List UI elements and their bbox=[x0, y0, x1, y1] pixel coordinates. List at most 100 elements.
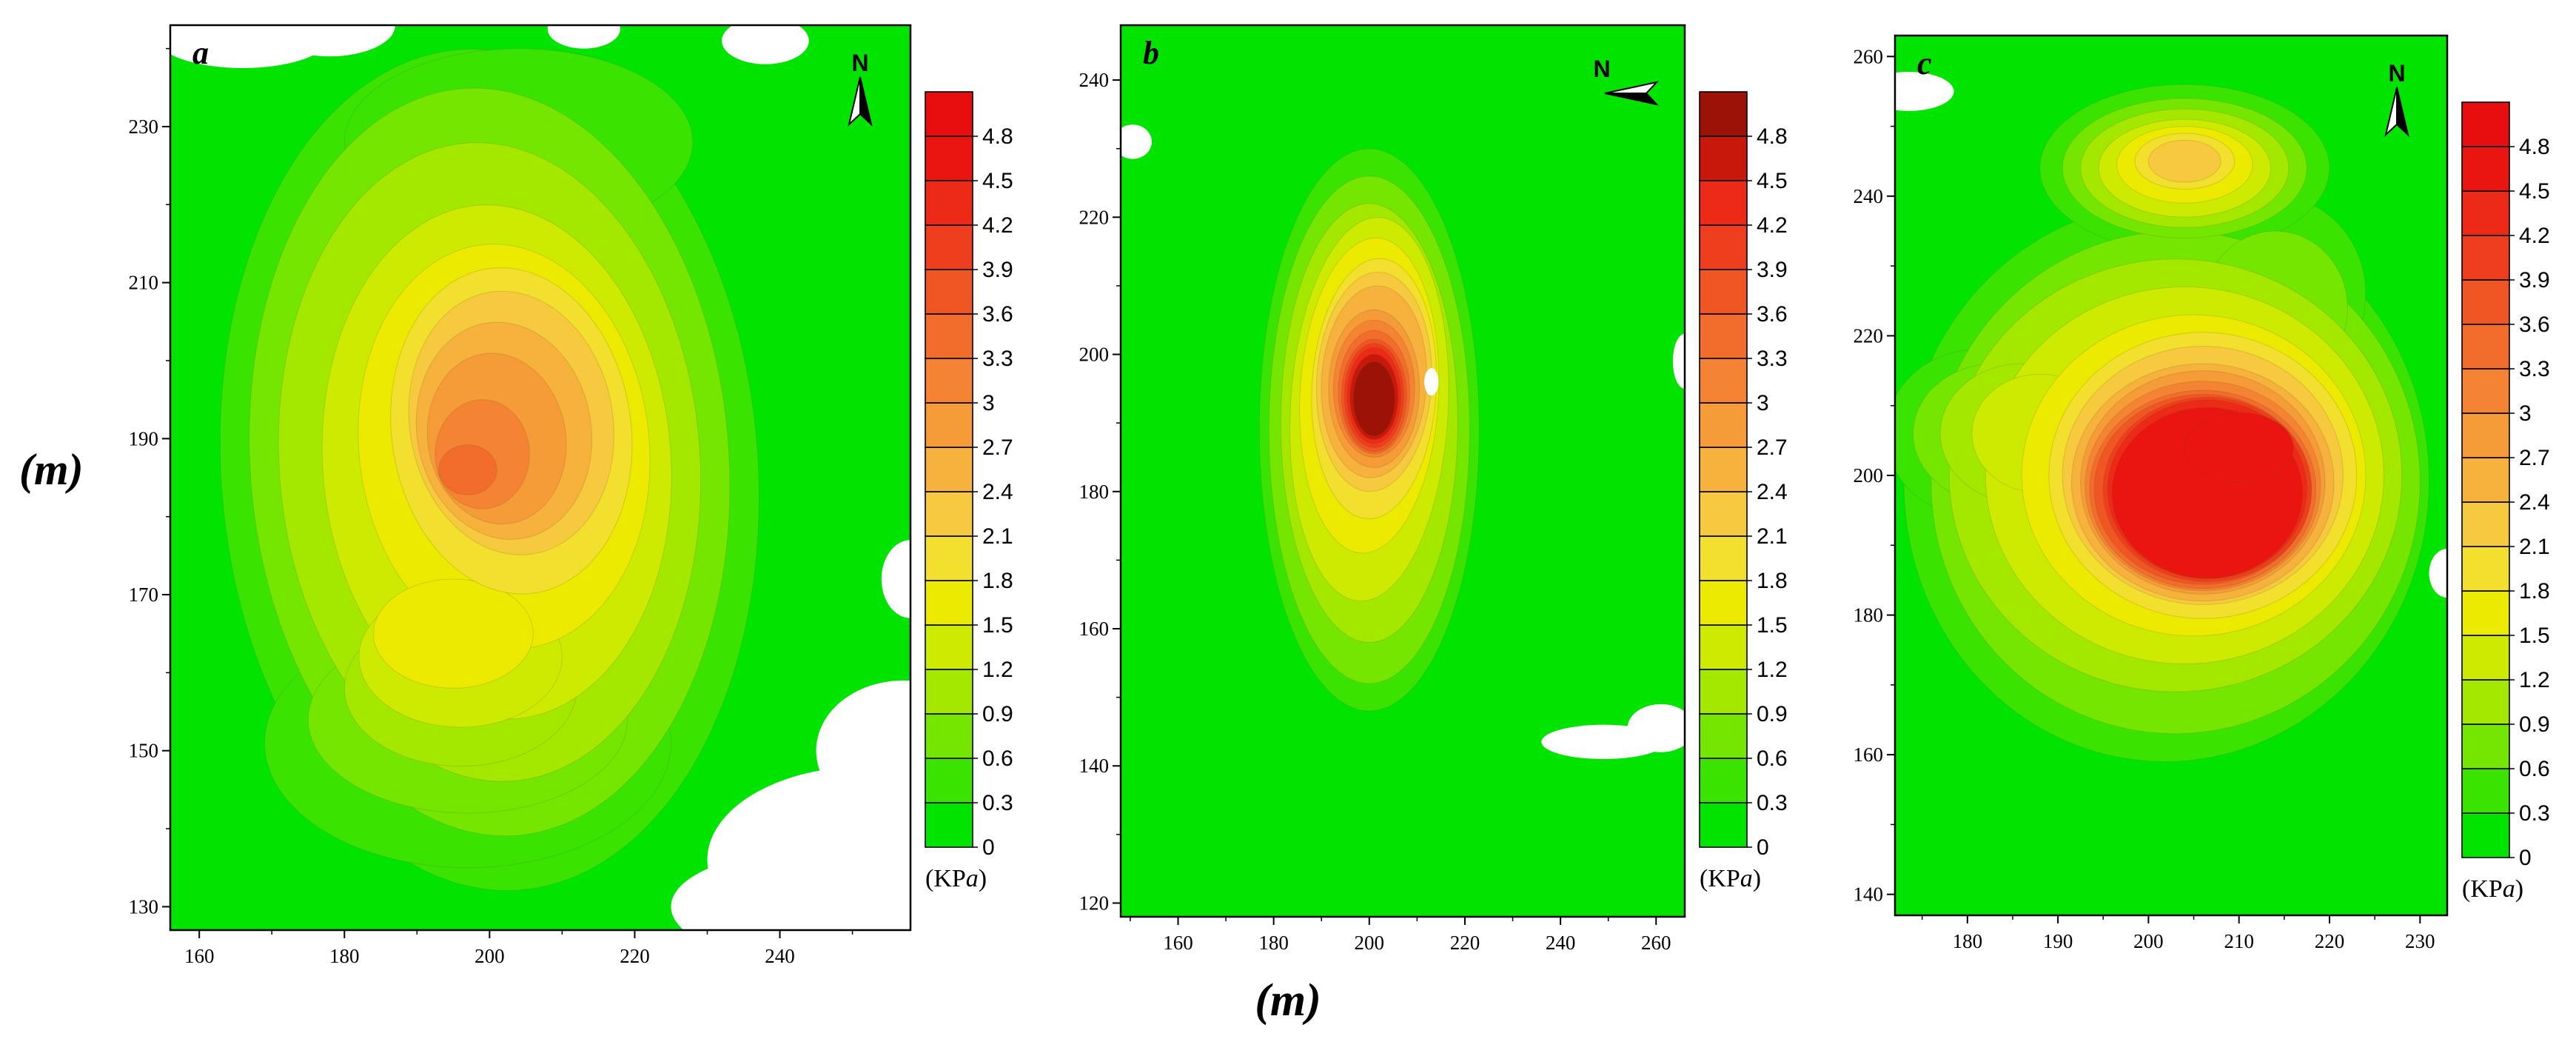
colorbar-tick-label: 0.6 bbox=[2519, 757, 2550, 781]
colorbar-a: 0 0.3 0.6 0.9 1.2 1.5 1.8 2.1 2.4 2.7 3 3.3 3.6 3.9 4.… bbox=[924, 90, 1050, 893]
colorbar-tick-label: 3.6 bbox=[1757, 302, 1788, 327]
y-tick-label: 180 bbox=[1079, 481, 1110, 503]
colorbar-cell bbox=[2461, 812, 2510, 858]
contour-plot-a: 160 180 200 220 240 130 150 170 190 210 230 a N bbox=[129, 24, 912, 967]
no-data-region bbox=[671, 852, 910, 930]
axes-ticks: 160 180 200 220 240 130 150 170 190 210 230 bbox=[129, 47, 853, 967]
x-tick-label: 180 bbox=[1258, 932, 1289, 954]
colorbar-tick-label: 1.2 bbox=[2519, 668, 2550, 692]
colorbar-tick-label: 3 bbox=[1757, 391, 1769, 415]
kpa-suffix: ) bbox=[2515, 875, 2524, 903]
colorbar-cell bbox=[925, 313, 973, 359]
colorbar-cell bbox=[2461, 279, 2510, 325]
colorbar-cell bbox=[925, 535, 973, 581]
colorbar-cell bbox=[1699, 713, 1748, 759]
colorbar-b: 0 0.3 0.6 0.9 1.2 1.5 1.8 2.1 2.4 2.7 3 3.3 3.6 3.9 4.… bbox=[1698, 90, 1824, 893]
north-arrow-icon: N bbox=[848, 50, 873, 127]
colorbar-scale-c: 0 0.3 0.6 0.9 1.2 1.5 1.8 2.1 2.4 2.7 3 3.3 3.6 3.9 4.… bbox=[2461, 101, 2550, 870]
colorbar-tick-label: 0.6 bbox=[982, 746, 1013, 771]
panel-label-c: c bbox=[1917, 45, 1932, 81]
colorbar-cell bbox=[1699, 313, 1748, 359]
colorbar-tick-label: 0.6 bbox=[1757, 746, 1788, 771]
colorbar-scale-a: 0 0.3 0.6 0.9 1.2 1.5 1.8 2.1 2.4 2.7 3 3.3 3.6 3.9 4.… bbox=[925, 91, 1013, 860]
colorbar-tick-label: 4.8 bbox=[982, 124, 1013, 149]
colorbar-cell bbox=[2461, 457, 2510, 503]
colorbar-tick-label: 0 bbox=[1757, 835, 1769, 860]
colorbar-tick-label: 0 bbox=[2519, 846, 2532, 870]
y-tick-label: 200 bbox=[1079, 344, 1110, 366]
colorbar-tick-label: 2.7 bbox=[2519, 446, 2550, 470]
north-letter: N bbox=[1593, 56, 1610, 82]
colorbar-cell bbox=[2461, 546, 2510, 592]
y-tick-label: 260 bbox=[1854, 45, 1884, 67]
no-data-region bbox=[816, 680, 910, 821]
y-tick-label: 200 bbox=[1854, 464, 1884, 487]
x-tick-label: 180 bbox=[1953, 930, 1983, 952]
no-data-region bbox=[881, 540, 910, 618]
x-tick-label: 240 bbox=[1546, 932, 1576, 954]
colorbar-tick-label: 3.3 bbox=[1757, 347, 1788, 371]
contour-field bbox=[170, 25, 910, 930]
colorbar-cell bbox=[2461, 724, 2510, 769]
contour-field bbox=[1895, 36, 2447, 915]
y-tick-label: 150 bbox=[129, 740, 159, 762]
colorbar-cell bbox=[1699, 758, 1748, 803]
kpa-prefix: (KP bbox=[925, 865, 966, 892]
y-tick-label: 240 bbox=[1079, 69, 1110, 91]
colorbar-tick-label: 3.3 bbox=[2519, 357, 2550, 381]
colorbar-tick-label: 3.6 bbox=[982, 302, 1013, 327]
x-tick-label: 200 bbox=[2133, 930, 2164, 952]
colorbar-tick-label: 4.8 bbox=[2519, 135, 2550, 159]
y-tick-label: 220 bbox=[1079, 206, 1110, 228]
no-data-region bbox=[1895, 72, 1954, 111]
colorbar-cell bbox=[925, 802, 973, 848]
kpa-italic-b: a bbox=[1740, 865, 1753, 892]
no-data-region bbox=[722, 25, 809, 64]
colorbar-tick-label: 1.5 bbox=[982, 613, 1013, 638]
no-data-region bbox=[1424, 368, 1439, 396]
colorbar-tick-label: 0.9 bbox=[1757, 702, 1788, 726]
figure: (m) 160 180 200 220 240 130 150 170 190 210 230 a N … bbox=[19, 24, 2550, 1026]
y-tick-label: 210 bbox=[129, 272, 159, 294]
x-tick-label: 200 bbox=[1355, 932, 1385, 954]
colorbar-cell bbox=[2461, 190, 2510, 236]
colorbar-unit-label-b: (KPa) bbox=[1698, 865, 1824, 893]
x-tick-label: 200 bbox=[474, 945, 505, 967]
y-tick-label: 160 bbox=[1079, 618, 1110, 640]
x-tick-label: 180 bbox=[329, 945, 360, 967]
colorbar-cell bbox=[2461, 501, 2510, 547]
y-tick-label: 190 bbox=[129, 427, 159, 450]
colorbar-tick-label: 0.3 bbox=[1757, 791, 1788, 815]
y-tick-label: 130 bbox=[129, 895, 159, 918]
no-data-region bbox=[2429, 549, 2447, 598]
y-tick-label: 240 bbox=[1854, 185, 1884, 207]
colorbar-unit-label-a: (KPa) bbox=[924, 865, 1050, 893]
colorbar-cell bbox=[925, 224, 973, 270]
colorbar-cell bbox=[1699, 269, 1748, 315]
colorbar-cell bbox=[2461, 590, 2510, 636]
north-arrow-light-half bbox=[2384, 87, 2398, 137]
kpa-italic-a: a bbox=[965, 865, 979, 892]
north-arrow-icon: N bbox=[2384, 60, 2409, 137]
kpa-suffix: ) bbox=[978, 865, 987, 892]
x-tick-label: 220 bbox=[2315, 930, 2345, 952]
colorbar-cell bbox=[2461, 324, 2510, 370]
colorbar-cell bbox=[925, 180, 973, 226]
contour-field bbox=[1121, 25, 1685, 917]
colorbar-cell bbox=[925, 491, 973, 537]
panel-label-a: a bbox=[192, 35, 209, 71]
colorbar-tick-label: 3.9 bbox=[1757, 258, 1788, 282]
plot-border bbox=[1119, 24, 1686, 918]
colorbar-tick-label: 3.9 bbox=[982, 258, 1013, 282]
colorbar-cell bbox=[1699, 224, 1748, 270]
colorbar-tick-label: 4.2 bbox=[1757, 213, 1788, 238]
y-tick-label: 220 bbox=[1854, 324, 1884, 347]
colorbar-cell bbox=[925, 447, 973, 492]
colorbar-cell bbox=[925, 269, 973, 315]
kpa-suffix: ) bbox=[1752, 865, 1762, 892]
x-tick-label: 240 bbox=[765, 945, 795, 967]
colorbar-cell bbox=[2461, 635, 2510, 681]
colorbar-cell bbox=[1699, 624, 1748, 670]
y-tick-label: 120 bbox=[1079, 892, 1110, 914]
colorbar-cell bbox=[1699, 402, 1748, 448]
